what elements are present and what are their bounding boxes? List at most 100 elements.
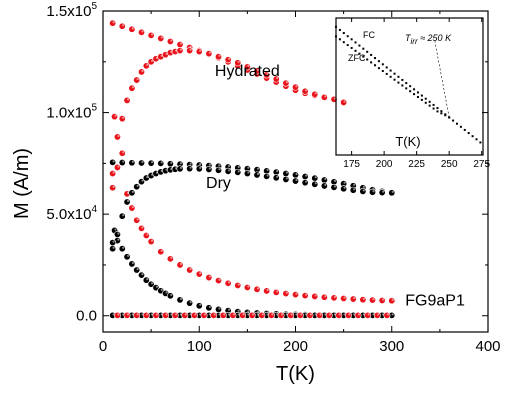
data-point-highlight (117, 238, 120, 241)
data-point-highlight (117, 165, 120, 168)
data-point-highlight (324, 177, 327, 181)
inset-data-point (362, 47, 365, 50)
data-point (113, 133, 121, 141)
inset-data-point (389, 75, 392, 78)
data-point (316, 311, 324, 319)
inset-data-point (335, 35, 337, 38)
data-point-highlight (295, 292, 298, 295)
data-point-highlight (391, 190, 394, 193)
data-point-highlight (372, 190, 375, 193)
data-point (138, 28, 146, 36)
tirr-rest: ≈ 250 K (418, 33, 452, 43)
data-point-highlight (141, 69, 144, 73)
data-point (195, 165, 203, 173)
y-tick-label-base: 0.0 (76, 308, 97, 325)
inset-guide-line (434, 41, 450, 118)
data-point-highlight (247, 171, 250, 174)
data-point-highlight (309, 313, 313, 316)
data-point-highlight (179, 162, 183, 165)
data-point-highlight (141, 179, 144, 182)
data-point (215, 277, 223, 285)
data-point (301, 87, 309, 95)
data-point (253, 285, 261, 293)
data-point (368, 188, 376, 196)
data-point (205, 304, 213, 312)
data-point (272, 174, 280, 182)
data-point-highlight (114, 114, 117, 117)
data-point (335, 311, 343, 319)
data-point-highlight (208, 163, 211, 166)
tirr-main: T (405, 33, 412, 43)
inset-data-point (366, 50, 369, 53)
inset-data-point (424, 101, 427, 104)
data-point (282, 170, 290, 178)
data-point (243, 284, 251, 292)
data-point-highlight (300, 313, 303, 316)
data-point-highlight (247, 166, 250, 169)
data-point (320, 93, 328, 101)
data-point (118, 115, 126, 123)
data-point-highlight (117, 232, 120, 235)
data-point-highlight (199, 271, 202, 275)
data-point (176, 296, 184, 304)
data-point (195, 270, 203, 278)
data-point-highlight (276, 175, 279, 178)
data-point (349, 186, 357, 194)
inset-data-point (405, 87, 408, 90)
inset-data-point (467, 132, 470, 135)
data-point (123, 311, 131, 319)
data-point (186, 299, 194, 307)
data-point (113, 311, 121, 319)
data-point-highlight (179, 48, 183, 51)
series-fc (109, 158, 396, 197)
data-point-highlight (367, 313, 370, 316)
data-point (142, 311, 150, 319)
data-point-highlight (160, 161, 163, 164)
inset-data-point (452, 119, 455, 122)
series-fg9ap1 (113, 311, 391, 319)
inset-annotation-tirr: Tirr ≈ 250 K (405, 33, 452, 46)
data-point (224, 56, 232, 64)
data-point (340, 185, 348, 193)
inset-data-point (346, 44, 349, 47)
data-point (109, 245, 117, 253)
inset-data-point (385, 72, 388, 75)
y-tick-label-base: 1.0x10 (46, 105, 91, 122)
inset-data-point (428, 100, 431, 103)
data-point-highlight (199, 166, 202, 169)
data-point-highlight (353, 188, 356, 191)
data-point (111, 113, 119, 121)
y-tick-label-exponent: 4 (91, 204, 97, 215)
y-tick-label-base: 5.0x10 (46, 206, 91, 223)
data-point-highlight (122, 214, 125, 217)
data-point (291, 177, 299, 185)
data-point (311, 180, 319, 188)
data-point-highlight (256, 172, 260, 176)
data-point-highlight (266, 288, 269, 292)
data-point (128, 260, 136, 268)
inset-data-point (475, 138, 478, 141)
data-point-highlight (314, 294, 317, 297)
data-point (224, 279, 232, 287)
series-zfc (109, 165, 396, 253)
data-point (133, 266, 141, 274)
data-point-highlight (126, 199, 130, 203)
data-point-highlight (131, 160, 134, 163)
data-point-highlight (218, 168, 221, 171)
data-point-highlight (237, 60, 240, 63)
data-point-highlight (228, 169, 231, 172)
data-point-highlight (136, 313, 139, 316)
data-point-highlight (199, 303, 202, 306)
inset-data-point (377, 60, 380, 63)
data-point-highlight (261, 313, 264, 316)
data-point-highlight (295, 178, 298, 182)
inset-data-point (413, 88, 416, 91)
data-point-highlight (122, 116, 125, 119)
x-tick-label: 400 (475, 338, 500, 355)
data-point-highlight (136, 184, 139, 187)
data-point (234, 281, 242, 289)
inset-data-point (416, 96, 419, 98)
inset-data-point (354, 49, 357, 52)
y-tick-label-base: 1.5x10 (46, 3, 91, 20)
